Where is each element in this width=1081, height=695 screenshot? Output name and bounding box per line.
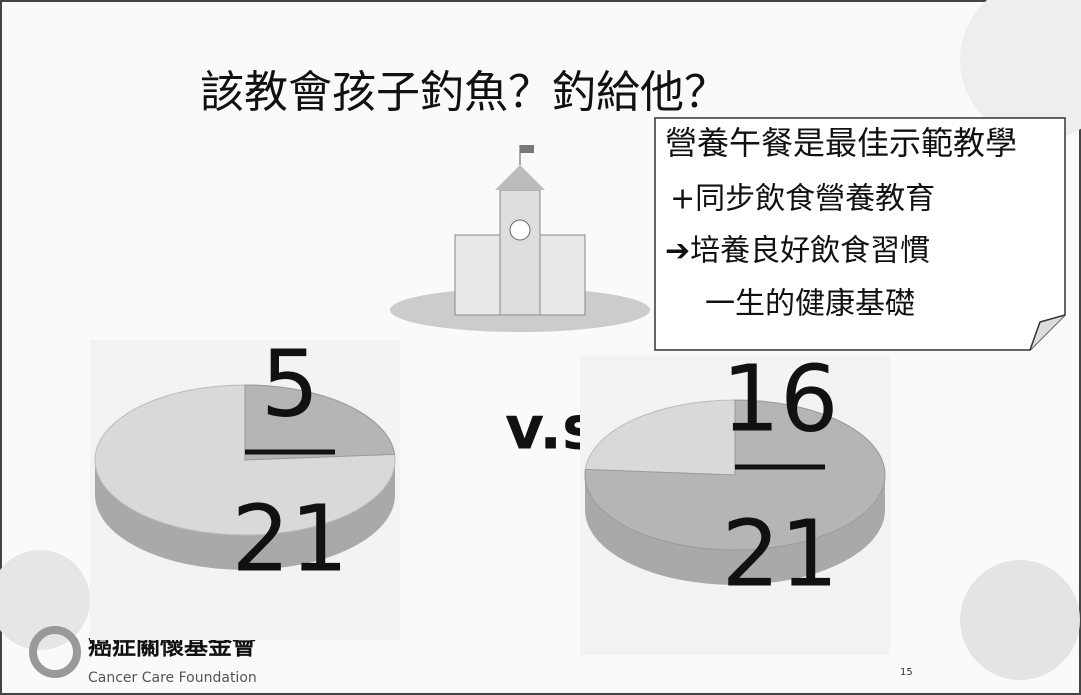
decor-plant <box>0 550 90 650</box>
logo-mark <box>29 626 81 678</box>
numerator: 5 <box>261 330 320 437</box>
denominator: 21 <box>721 500 838 607</box>
decor-veg <box>960 560 1080 680</box>
decor-fruit <box>960 0 1081 140</box>
callout-line: 一生的健康基礎 <box>705 287 915 322</box>
school-illustration <box>390 145 650 332</box>
page-number: 15 <box>900 667 913 678</box>
callout-line: +同步飲食營養教育 <box>670 182 935 217</box>
numerator: 16 <box>721 345 838 452</box>
title: 該教會孩子釣魚？釣給他？ <box>200 67 728 118</box>
pies: 5 21 16 21 <box>90 330 890 655</box>
callout-fold <box>1029 314 1066 351</box>
callout-line: ➔培養良好飲食習慣 <box>665 234 930 269</box>
pie-slice <box>244 384 396 461</box>
callout-line: 營養午餐是最佳示範教學 <box>665 124 1017 162</box>
pie-slice <box>584 399 886 551</box>
logo-english: Cancer Care Foundation <box>88 670 257 686</box>
denominator: 21 <box>231 485 348 592</box>
